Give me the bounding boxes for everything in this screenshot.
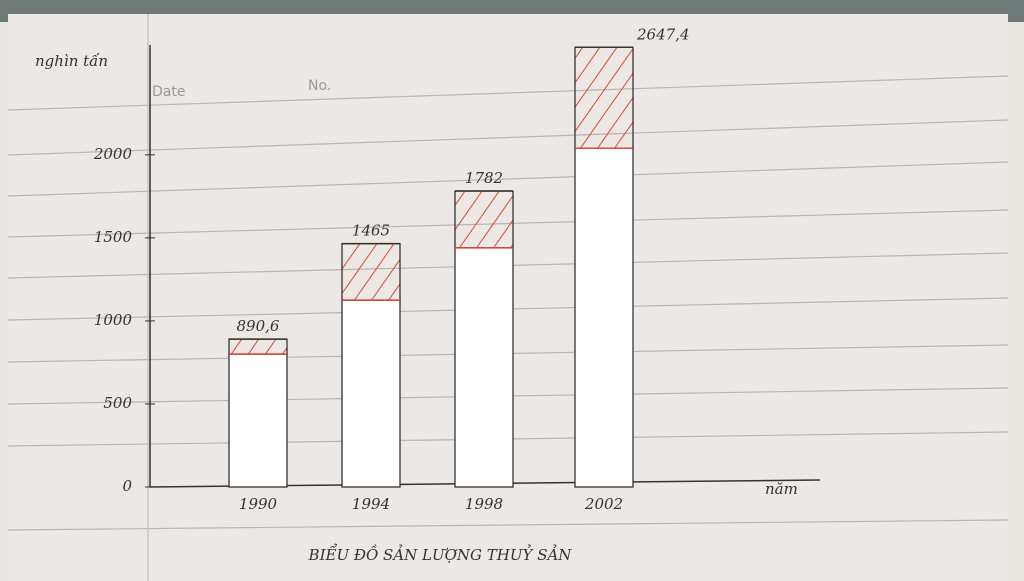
x-tick-label: 1994 <box>352 495 390 513</box>
y-tick-label: 1500 <box>94 228 133 246</box>
chart-title: BIỂU ĐỒ SẢN LƯỢNG THUỶ SẢN <box>308 544 573 564</box>
bar-segment <box>228 353 288 488</box>
y-axis-label: nghìn tấn <box>35 52 108 70</box>
y-tick-label: 500 <box>103 394 132 412</box>
bar-segment <box>574 46 634 149</box>
bar-segment <box>454 190 514 249</box>
total-label: 1465 <box>352 222 390 240</box>
x-tick-label: 1998 <box>465 495 503 513</box>
y-tick-label: 0 <box>122 477 132 495</box>
y-tick-label: 1000 <box>94 311 133 329</box>
notebook-date: Date <box>152 84 185 100</box>
x-axis-label: năm <box>765 480 798 498</box>
notebook-no: No. <box>308 78 331 94</box>
x-tick-label: 1990 <box>239 495 278 513</box>
bar-segment <box>341 299 401 488</box>
y-tick-label: 2000 <box>93 145 133 163</box>
bar-segment <box>341 243 401 301</box>
bar-segment <box>228 338 288 355</box>
bar-segment <box>574 147 634 488</box>
x-tick-label: 2002 <box>584 495 623 513</box>
total-label: 1782 <box>465 169 503 187</box>
total-label: 2647,4 <box>636 25 690 43</box>
bar-segment <box>454 247 514 488</box>
total-label: 890,6 <box>237 317 280 335</box>
